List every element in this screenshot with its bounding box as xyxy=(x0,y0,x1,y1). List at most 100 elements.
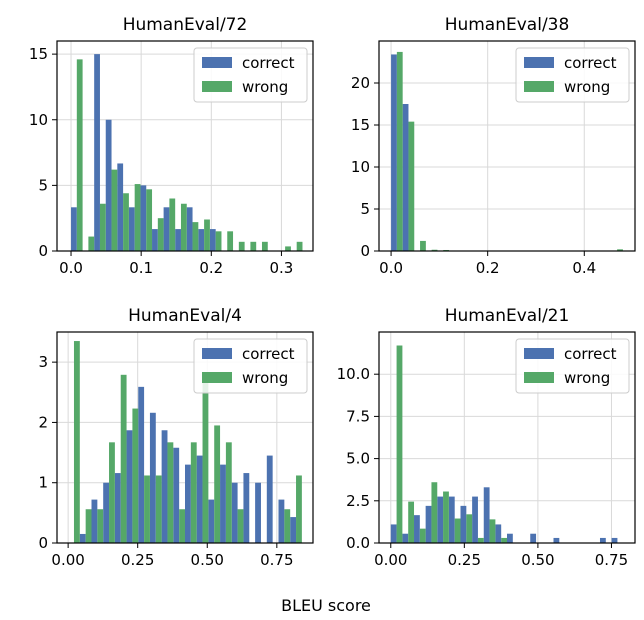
bar-correct xyxy=(266,455,273,543)
legend-swatch-correct xyxy=(202,57,232,68)
bar-wrong xyxy=(202,374,209,543)
y-tick-label: 0 xyxy=(38,534,48,552)
bar-wrong xyxy=(296,241,303,251)
bar-correct xyxy=(138,386,145,543)
bar-wrong xyxy=(261,241,268,251)
bar-correct xyxy=(437,496,444,543)
bar-wrong xyxy=(408,121,415,251)
chart-panel: 0.0 0.1 0.2 0.3 0 5 10 15 HumanEval/72 correct wro… xyxy=(29,15,314,277)
bar-wrong xyxy=(420,240,426,251)
x-tick-label: 0.25 xyxy=(121,551,154,569)
bar-correct xyxy=(149,412,156,543)
x-tick-label: 0.2 xyxy=(476,259,500,277)
bar-correct xyxy=(472,496,478,543)
plot-frame xyxy=(56,331,314,544)
legend-label-wrong: wrong xyxy=(242,78,288,96)
bar-correct xyxy=(278,499,285,543)
y-tick-label: 5 xyxy=(360,200,370,218)
chart-panel: 0.0 0.2 0.4 0 5 10 15 20 HumanEval/38 correct wron… xyxy=(351,15,636,277)
x-tick-label: 0.75 xyxy=(260,551,293,569)
bar-correct xyxy=(94,54,100,251)
bar-correct xyxy=(290,517,297,543)
bar-wrong xyxy=(99,203,106,251)
legend: correct wrong xyxy=(193,338,308,394)
bar-wrong xyxy=(204,219,210,251)
plot-frame xyxy=(56,40,314,252)
bar-correct xyxy=(105,119,112,251)
y-tick-label: 15 xyxy=(351,116,370,134)
legend-swatch-wrong xyxy=(202,372,232,383)
legend-label-wrong: wrong xyxy=(564,369,610,387)
bar-wrong xyxy=(285,246,291,251)
chart-panel: 0.00 0.25 0.50 0.75 0.0 2.5 5.0 7.5 10.0 HumanEva… xyxy=(337,306,636,569)
bar-correct xyxy=(243,473,250,543)
figure-xlabel: BLEU score xyxy=(281,596,371,615)
bar-correct xyxy=(209,229,216,251)
bar-correct xyxy=(255,482,261,543)
bar-wrong xyxy=(489,519,496,543)
bar-wrong xyxy=(215,231,222,251)
legend-label-correct: correct xyxy=(564,54,617,72)
bar-correct xyxy=(402,533,409,543)
bar-correct xyxy=(611,537,618,543)
legend-label-correct: correct xyxy=(242,345,295,363)
bar-wrong xyxy=(238,241,245,251)
legend: correct wrong xyxy=(515,47,630,103)
bar-wrong xyxy=(454,518,461,543)
bar-wrong xyxy=(227,231,234,251)
chart-title: HumanEval/21 xyxy=(445,306,570,326)
bar-correct xyxy=(220,464,226,543)
bar-correct xyxy=(483,487,490,543)
bar-correct xyxy=(91,499,98,543)
bar-wrong xyxy=(431,482,438,543)
bar-wrong xyxy=(123,193,129,251)
x-tick-label: 0.1 xyxy=(129,259,153,277)
bar-correct xyxy=(71,207,77,251)
bar-correct xyxy=(196,455,203,543)
bar-correct xyxy=(208,499,215,543)
plot-frame xyxy=(378,40,636,252)
bar-correct xyxy=(128,207,135,251)
bar-wrong xyxy=(157,218,164,251)
bar-correct xyxy=(186,207,193,251)
x-tick-label: 0.00 xyxy=(374,551,407,569)
bar-wrong xyxy=(146,189,153,251)
bar-correct xyxy=(460,505,467,543)
bar-wrong xyxy=(155,475,162,543)
legend-swatch-wrong xyxy=(524,372,554,383)
legend: correct wrong xyxy=(193,47,308,103)
bar-wrong xyxy=(88,236,95,251)
bar-correct xyxy=(530,533,537,543)
bar-correct xyxy=(507,533,513,543)
bar-correct xyxy=(425,505,432,543)
bar-wrong xyxy=(109,442,115,543)
bar-correct xyxy=(117,163,124,251)
chart-title: HumanEval/72 xyxy=(123,15,248,35)
bar-wrong xyxy=(477,537,484,543)
bar-correct xyxy=(161,430,168,543)
legend-swatch-wrong xyxy=(202,81,232,92)
bar-wrong xyxy=(179,509,185,543)
bar-wrong xyxy=(225,442,232,543)
y-tick-label: 3 xyxy=(38,353,48,371)
bar-correct xyxy=(175,229,181,251)
legend-label-wrong: wrong xyxy=(564,78,610,96)
bar-correct xyxy=(495,524,502,543)
bar-wrong xyxy=(167,442,174,543)
chart-title: HumanEval/4 xyxy=(128,306,242,326)
legend-label-correct: correct xyxy=(242,54,295,72)
bar-wrong xyxy=(501,537,507,543)
bar-wrong xyxy=(134,184,141,251)
bar-correct xyxy=(114,473,121,543)
legend-label-correct: correct xyxy=(564,345,617,363)
bar-correct xyxy=(402,104,409,251)
bar-correct xyxy=(79,533,86,543)
bar-wrong xyxy=(190,442,197,543)
bar-wrong xyxy=(419,528,426,543)
bar-correct xyxy=(448,496,455,543)
bar-wrong xyxy=(85,509,92,543)
y-tick-label: 2.5 xyxy=(346,492,370,510)
y-tick-label: 10 xyxy=(351,158,370,176)
y-tick-label: 1 xyxy=(38,474,48,492)
